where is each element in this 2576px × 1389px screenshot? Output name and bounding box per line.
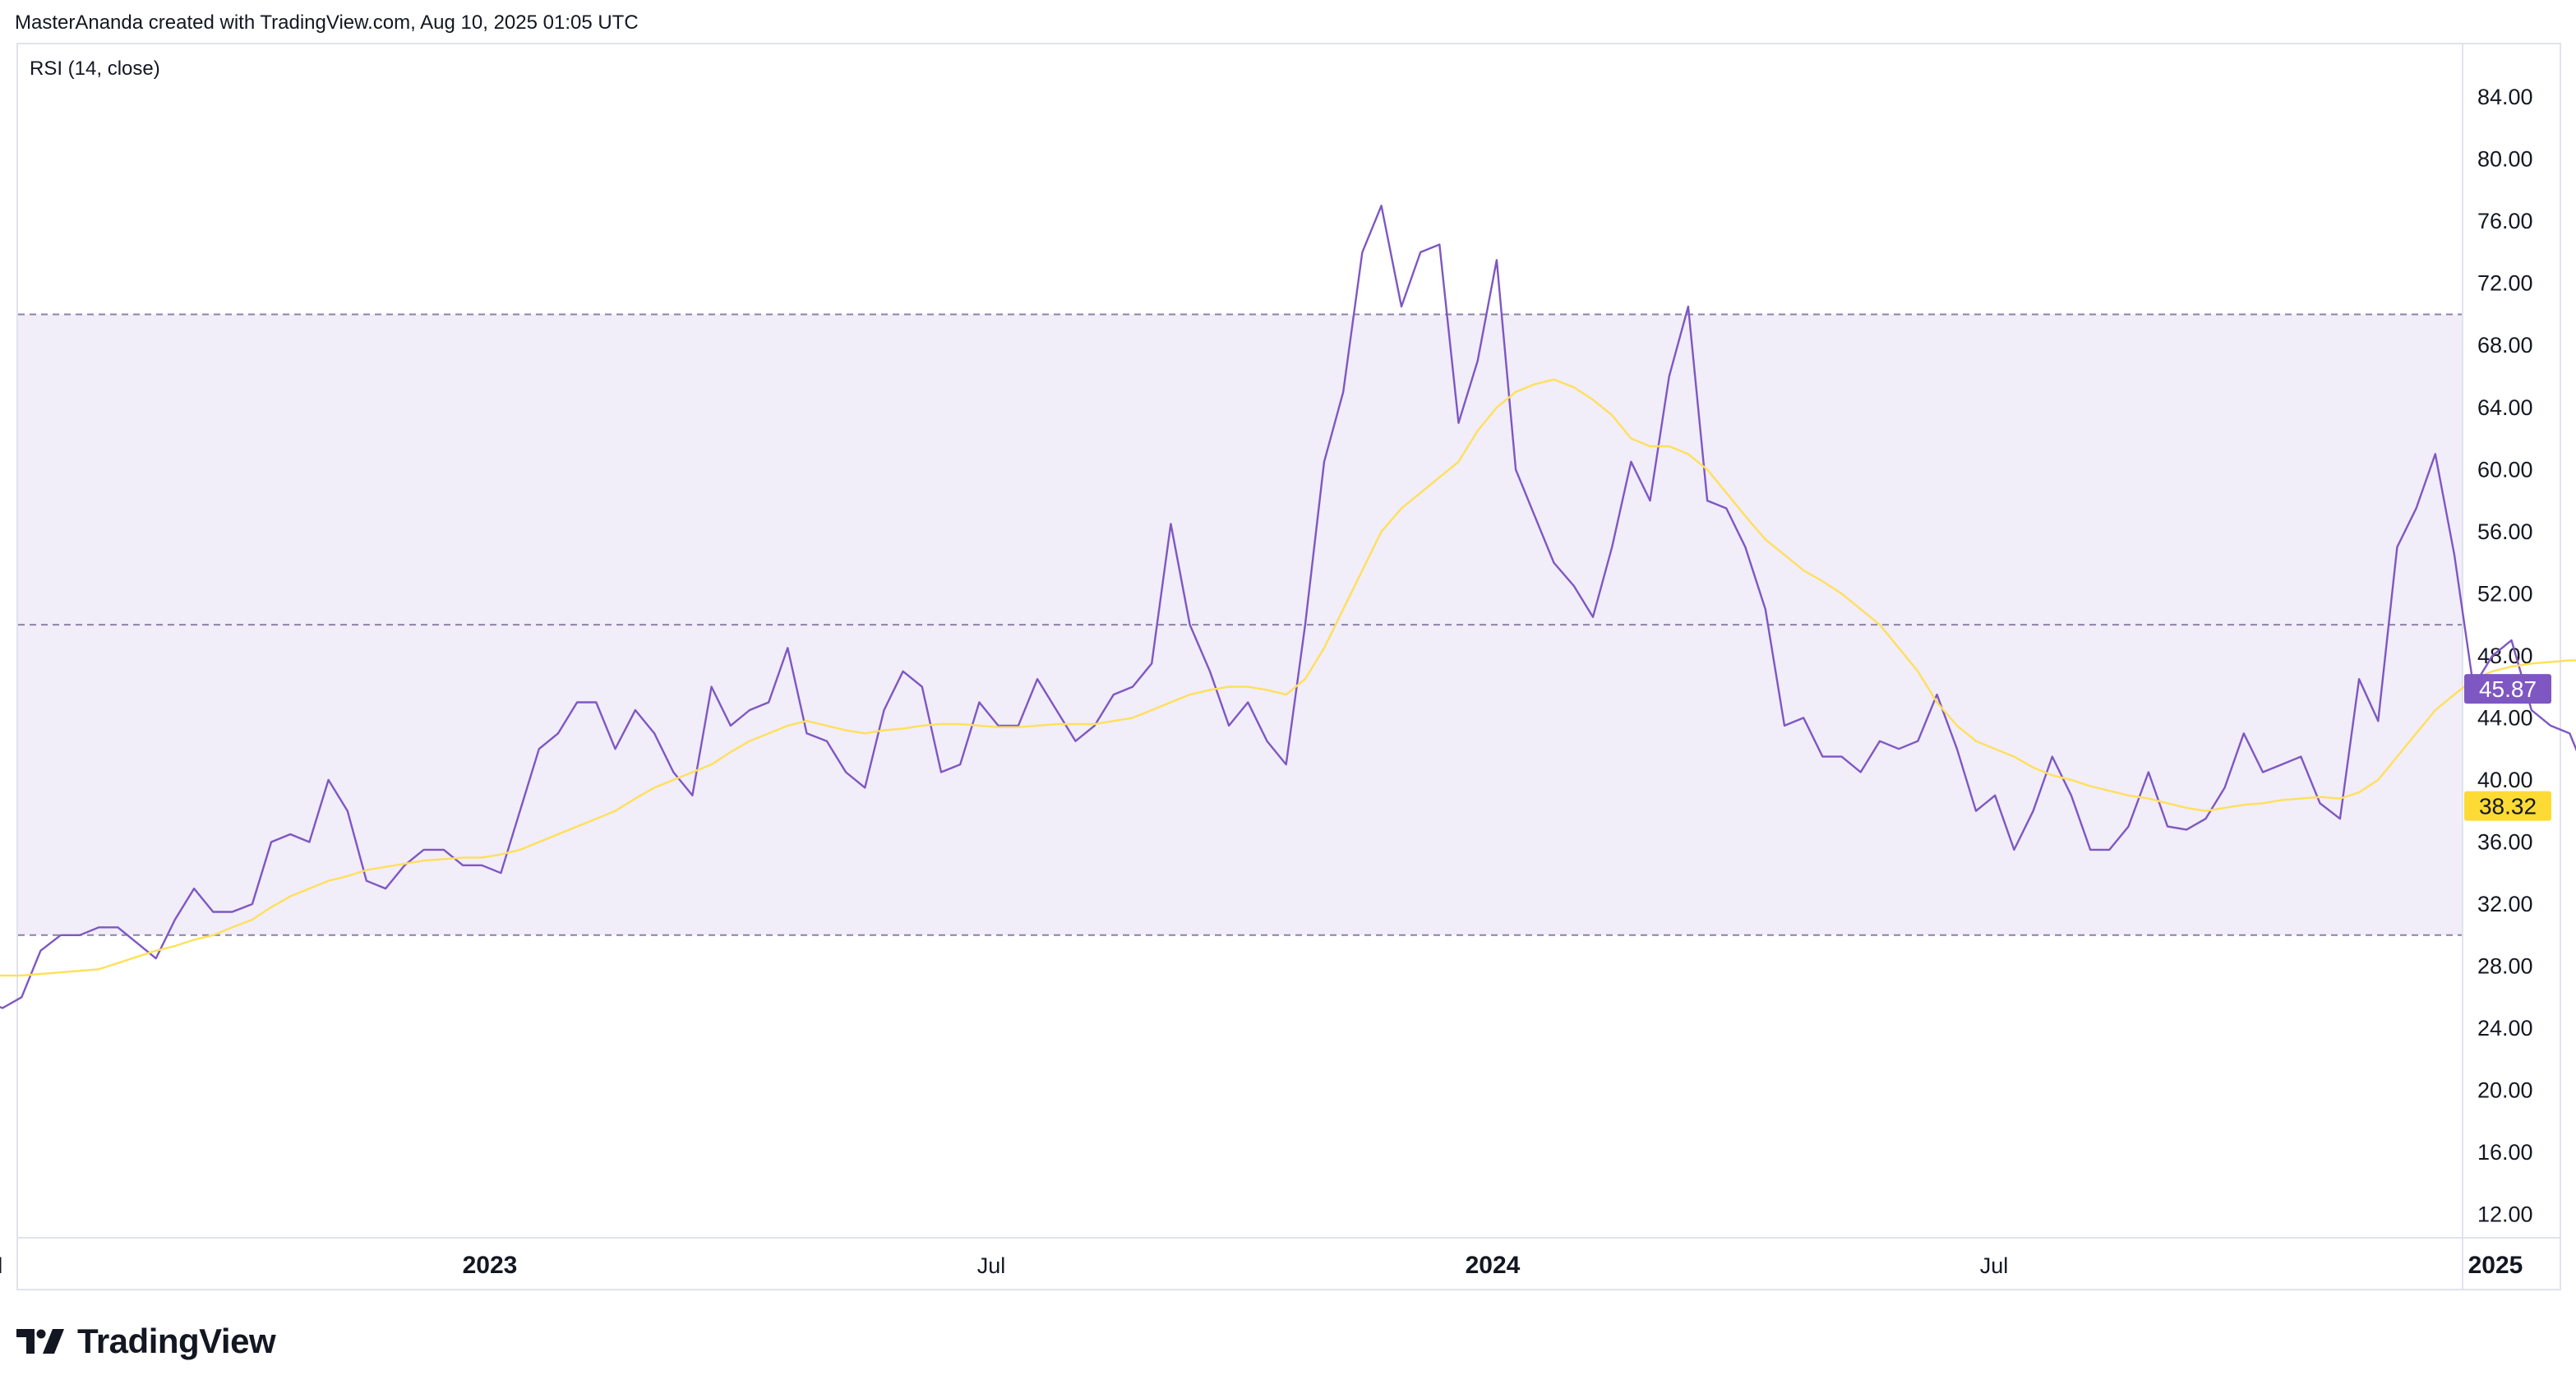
rsi-value-label: 45.87 — [2479, 676, 2537, 702]
x-tick-label: Jul — [1980, 1253, 2009, 1278]
indicator-label[interactable]: RSI (14, close) — [30, 58, 160, 80]
x-tick-label: 2023 — [463, 1252, 518, 1279]
y-tick-label: 36.00 — [2477, 829, 2533, 854]
rsi-value-badge — [2464, 674, 2551, 704]
y-tick-label: 44.00 — [2477, 705, 2533, 730]
level-lines — [18, 313, 2463, 936]
rsi-chart[interactable]: 84.00 80.00 76.00 72.00 68.00 64.00 60.00 56.00… — [0, 0, 2576, 1299]
y-tick-label: 32.00 — [2477, 892, 2533, 916]
y-tick-label: 80.00 — [2477, 147, 2533, 172]
x-tick-label: 2025 — [2468, 1252, 2523, 1279]
y-tick-label: 64.00 — [2477, 395, 2533, 420]
y-tick-label: 52.00 — [2477, 581, 2533, 606]
ma-value-badge — [2464, 791, 2551, 821]
ma-value-label: 38.32 — [2479, 794, 2537, 819]
chart-attribution: MasterAnanda created with TradingView.co… — [15, 12, 639, 34]
rsi-ma-line — [0, 378, 2576, 977]
price-badges: 45.87 38.32 — [2464, 674, 2551, 821]
x-tick-label: Jul — [0, 1253, 2, 1278]
y-tick-label: 84.00 — [2477, 85, 2533, 109]
y-tick-label: 60.00 — [2477, 457, 2533, 482]
axes-layer: 84.00 80.00 76.00 72.00 68.00 64.00 60.00 56.00… — [0, 43, 2561, 1290]
tradingview-logo-icon — [16, 1329, 64, 1354]
tradingview-logo[interactable]: TradingView — [16, 1322, 276, 1361]
y-tick-label: 20.00 — [2477, 1078, 2533, 1103]
y-tick-label: 28.00 — [2477, 954, 2533, 979]
y-tick-label: 72.00 — [2477, 271, 2533, 296]
series-layer — [0, 205, 2576, 1009]
y-tick-label: 56.00 — [2477, 519, 2533, 544]
y-tick-label: 76.00 — [2477, 209, 2533, 233]
tradingview-logo-text: TradingView — [77, 1322, 276, 1360]
chart-panel[interactable] — [16, 43, 2561, 1290]
x-tick-label: 2024 — [1466, 1252, 1521, 1279]
y-tick-label: 16.00 — [2477, 1140, 2533, 1165]
y-tick-label: 68.00 — [2477, 333, 2533, 358]
y-tick-label: 40.00 — [2477, 768, 2533, 792]
rsi-line — [0, 205, 2576, 1009]
y-tick-label: 12.00 — [2477, 1202, 2533, 1227]
x-tick-label: Jul — [977, 1253, 1006, 1278]
y-tick-label: 24.00 — [2477, 1016, 2533, 1041]
